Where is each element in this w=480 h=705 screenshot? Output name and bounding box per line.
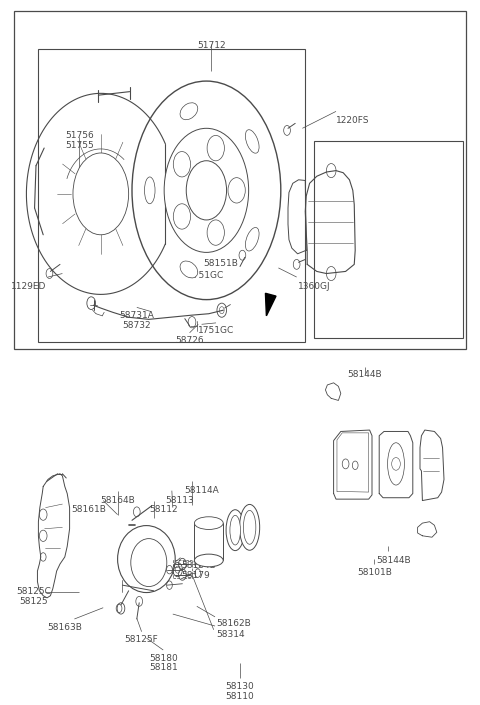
- Text: 58180: 58180: [149, 654, 178, 663]
- Text: 58125: 58125: [19, 597, 48, 606]
- Circle shape: [173, 204, 191, 229]
- Text: 58101B: 58101B: [357, 568, 392, 577]
- Text: 1220FS: 1220FS: [336, 116, 370, 125]
- Text: 51755: 51755: [65, 141, 94, 150]
- Circle shape: [73, 153, 129, 235]
- Ellipse shape: [131, 539, 167, 587]
- Text: 58164B: 58164B: [181, 561, 216, 570]
- Ellipse shape: [245, 228, 259, 251]
- Text: 58125C: 58125C: [16, 587, 51, 596]
- Text: 58731A: 58731A: [120, 311, 154, 320]
- Text: 51756: 51756: [65, 131, 94, 140]
- Text: 1129ED: 1129ED: [11, 282, 47, 291]
- Circle shape: [228, 178, 245, 203]
- Bar: [38, 49, 305, 342]
- Ellipse shape: [144, 177, 155, 204]
- Text: 58726: 58726: [175, 336, 204, 345]
- Text: 58732: 58732: [122, 321, 151, 330]
- Ellipse shape: [240, 505, 260, 550]
- Text: 58164B: 58164B: [100, 496, 135, 505]
- Text: 58314: 58314: [216, 630, 245, 639]
- Ellipse shape: [180, 103, 198, 120]
- Text: 58130: 58130: [226, 682, 254, 691]
- Text: 58151B: 58151B: [204, 259, 238, 269]
- Bar: [14, 11, 466, 349]
- Ellipse shape: [243, 510, 256, 544]
- Text: 58113: 58113: [166, 496, 194, 505]
- Bar: [314, 141, 463, 338]
- Ellipse shape: [118, 526, 175, 592]
- Circle shape: [207, 220, 224, 245]
- Text: 51712: 51712: [197, 41, 226, 50]
- Text: 58161B: 58161B: [72, 505, 106, 515]
- Ellipse shape: [226, 510, 244, 551]
- Text: 58125F: 58125F: [125, 634, 158, 644]
- Text: 58144B: 58144B: [376, 556, 411, 565]
- Text: 1360GJ: 1360GJ: [298, 282, 330, 291]
- Circle shape: [207, 135, 224, 161]
- Circle shape: [132, 81, 281, 300]
- Ellipse shape: [194, 554, 223, 567]
- Polygon shape: [265, 293, 276, 316]
- Text: 58144B: 58144B: [348, 370, 382, 379]
- Ellipse shape: [180, 261, 198, 278]
- Ellipse shape: [245, 130, 259, 153]
- Circle shape: [164, 128, 249, 252]
- Text: 58162B: 58162B: [216, 619, 251, 628]
- Text: 1751GC: 1751GC: [198, 326, 234, 336]
- Text: 58114A: 58114A: [184, 486, 219, 495]
- Text: 58110: 58110: [226, 692, 254, 701]
- Text: 58179: 58179: [181, 571, 210, 580]
- Ellipse shape: [194, 517, 223, 529]
- Circle shape: [173, 152, 191, 177]
- Ellipse shape: [230, 515, 240, 545]
- Text: 58181: 58181: [149, 663, 178, 673]
- Text: 1751GC: 1751GC: [188, 271, 225, 281]
- Text: 58112: 58112: [149, 505, 178, 515]
- Text: 58163B: 58163B: [48, 623, 82, 632]
- Circle shape: [186, 161, 227, 220]
